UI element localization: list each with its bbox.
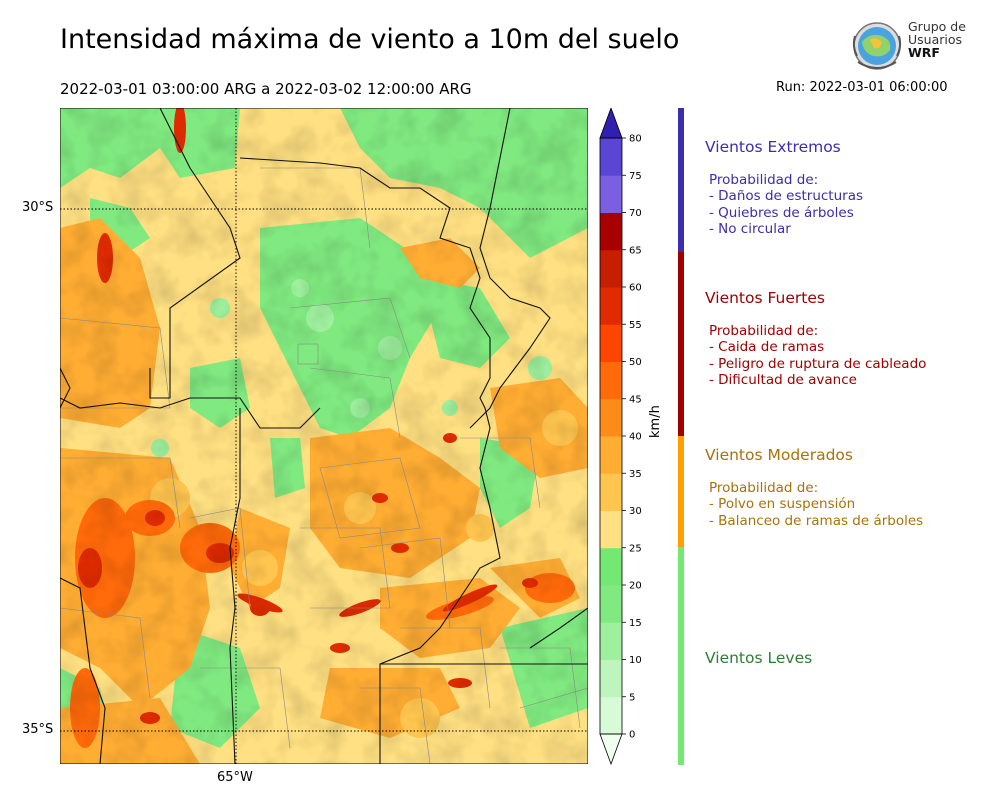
colorbar-segment xyxy=(600,436,622,474)
colorbar-tick-label: 70 xyxy=(629,208,642,219)
category-title: Vientos Extremos xyxy=(705,138,841,156)
colorbar-tick-label: 5 xyxy=(629,692,635,703)
logo-text-line3: WRF xyxy=(908,45,940,60)
colorbar-segment xyxy=(600,510,622,549)
colorbar-segment xyxy=(600,324,622,362)
category-description: Probabilidad de: - Polvo en suspensión -… xyxy=(709,480,924,529)
colorbar-tick-label: 20 xyxy=(629,581,642,592)
category-bar xyxy=(678,436,684,547)
colorbar-tick-label: 15 xyxy=(629,618,642,629)
category-title: Vientos Moderados xyxy=(705,446,853,464)
colorbar-segment xyxy=(600,659,622,698)
colorbar-tick-label: 80 xyxy=(629,134,642,145)
category-description: Probabilidad de: - Daños de estructuras … xyxy=(709,172,864,237)
colorbar-segment xyxy=(600,361,622,400)
colorbar-ticks: 0 5 10 15 20 25 30 35 40 45 50 55 60 65 70 75 80 xyxy=(622,134,642,741)
colorbar-unit-label: km/h xyxy=(648,405,663,438)
colorbar-segment xyxy=(600,622,622,660)
category-description: Probabilidad de: - Caida de ramas - Peli… xyxy=(709,323,927,388)
graticule xyxy=(60,108,588,764)
map-title: Intensidad máxima de viento a 10m del su… xyxy=(60,24,680,55)
colorbar-tick-label: 55 xyxy=(629,320,642,331)
logo-text-line1: Grupo de xyxy=(908,19,966,34)
lat-label-35s: 35°S xyxy=(22,722,54,737)
colorbar-segment xyxy=(600,175,622,213)
colorbar-tick-label: 10 xyxy=(629,655,642,666)
colorbar-tick-label: 45 xyxy=(629,394,642,405)
colorbar-tick-label: 40 xyxy=(629,432,642,443)
forecast-period: 2022-03-01 03:00:00 ARG a 2022-03-02 12:… xyxy=(60,80,472,98)
colorbar-tick-label: 75 xyxy=(629,171,642,182)
colorbar-segment xyxy=(600,398,622,437)
lat-label-30s: 30°S xyxy=(22,200,54,215)
field-texture xyxy=(60,108,588,764)
wind-map xyxy=(60,108,588,764)
colorbar-tick-label: 25 xyxy=(629,543,642,554)
colorbar-segment xyxy=(600,547,622,586)
colorbar-segments xyxy=(599,108,623,766)
run-time: Run: 2022-03-01 06:00:00 xyxy=(776,80,948,95)
globe-logo-icon xyxy=(852,22,902,70)
category-bar xyxy=(678,108,684,252)
category-title: Vientos Leves xyxy=(705,649,813,667)
logo-text-line2: Usuarios xyxy=(908,32,963,47)
colorbar: 0 5 10 15 20 25 30 35 40 45 50 55 60 65 70 75 80 xyxy=(599,108,642,766)
colorbar-segment xyxy=(600,249,622,288)
colorbar-segment xyxy=(600,287,622,325)
colorbar-segment xyxy=(600,212,622,251)
colorbar-segment xyxy=(600,585,622,623)
colorbar-tick-label: 35 xyxy=(629,469,642,480)
colorbar-tick-label: 0 xyxy=(629,730,635,741)
colorbar-tick-label: 65 xyxy=(629,245,642,256)
department-borders xyxy=(60,167,588,764)
colorbar-over-arrow xyxy=(599,108,623,139)
category-bar xyxy=(678,252,684,436)
colorbar-segment xyxy=(600,473,622,511)
colorbar-segment xyxy=(600,696,622,735)
colorbar-segment xyxy=(600,138,622,176)
province-borders xyxy=(60,108,588,764)
colorbar-tick-label: 50 xyxy=(629,357,642,368)
category-bar xyxy=(678,547,684,765)
colorbar-under-arrow xyxy=(599,733,623,766)
colorbar-tick-label: 30 xyxy=(629,506,642,517)
lon-label-65w: 65°W xyxy=(217,770,253,785)
colorbar-tick-label: 60 xyxy=(629,283,642,294)
wrf-logo: Grupo de Usuarios WRF xyxy=(848,18,968,74)
category-title: Vientos Fuertes xyxy=(705,289,825,307)
